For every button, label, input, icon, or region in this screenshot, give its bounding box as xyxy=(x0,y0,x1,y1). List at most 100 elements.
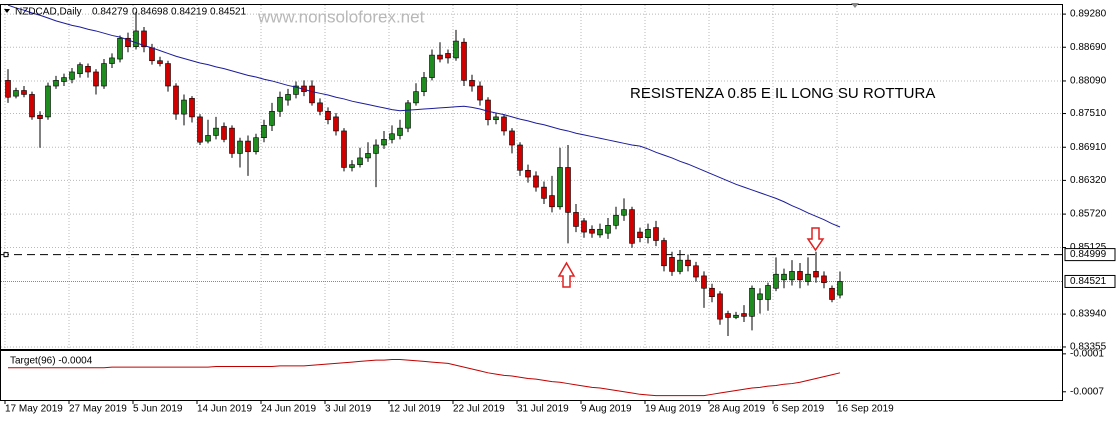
candle-body xyxy=(669,257,675,272)
candle-body xyxy=(541,186,547,199)
candle-body xyxy=(725,313,731,318)
candle-body xyxy=(429,54,435,78)
x-tick-label: 28 Aug 2019 xyxy=(709,404,766,415)
candle-body xyxy=(765,285,771,300)
x-tick-label: 3 Jul 2019 xyxy=(325,404,372,415)
x-tick-label: 12 Jul 2019 xyxy=(389,404,441,415)
y-tick-label: 0.83940 xyxy=(1070,309,1107,320)
y-tick-label: 0.86910 xyxy=(1070,142,1107,153)
candle-body xyxy=(469,80,475,87)
support-arrow xyxy=(557,261,576,288)
candle-body xyxy=(661,240,667,267)
candle-body xyxy=(517,144,523,171)
y-tick-label: 0.85125 xyxy=(1070,242,1107,253)
y-tick-label: 0.87510 xyxy=(1070,108,1107,119)
candle-body xyxy=(501,116,507,132)
candle-body xyxy=(141,30,147,47)
candle-body xyxy=(789,271,795,281)
scroll-marker xyxy=(851,3,859,8)
candle-body xyxy=(629,209,635,244)
x-tick-label: 9 Aug 2019 xyxy=(581,404,632,415)
y-tick-label: 0.85720 xyxy=(1070,209,1107,220)
candle-body xyxy=(69,71,75,80)
x-tick-label: 5 Jun 2019 xyxy=(133,404,183,415)
candle-body xyxy=(757,293,763,300)
candle-body xyxy=(653,227,659,241)
candle-body xyxy=(317,102,323,112)
candle-body xyxy=(197,116,203,143)
y-tick-label: 0.83355 xyxy=(1070,342,1107,353)
candle-body xyxy=(173,85,179,115)
annotation: RESISTENZA 0.85 E IL LONG SU ROTTURA xyxy=(630,85,935,102)
candle-body xyxy=(365,153,371,159)
resistance-arrow xyxy=(806,227,825,252)
candle-body xyxy=(813,271,819,278)
candle-body xyxy=(685,259,691,267)
y-tick-label: 0.86320 xyxy=(1070,175,1107,186)
candle-body xyxy=(389,133,395,140)
marks xyxy=(1,4,1062,397)
resistance-marker xyxy=(3,252,9,258)
resistance-label-box xyxy=(1064,248,1116,262)
x-tick-label: 31 Jul 2019 xyxy=(517,404,569,415)
symbol-label: NZDCAD,Daily xyxy=(15,7,82,18)
candle-body xyxy=(693,265,699,278)
candle-body xyxy=(37,114,43,119)
candle-body xyxy=(29,94,35,118)
candle-body xyxy=(597,228,603,236)
candle-body xyxy=(21,90,27,95)
candle-body xyxy=(829,287,835,300)
candle-body xyxy=(581,220,587,233)
candle-body xyxy=(149,47,155,62)
candle-body xyxy=(437,54,443,60)
candle-body xyxy=(461,41,467,81)
candle-body xyxy=(557,167,563,208)
x-tick-label: 16 Sep 2019 xyxy=(837,404,894,415)
candle-body xyxy=(493,116,499,121)
candle-body xyxy=(613,214,619,226)
candle-body xyxy=(373,144,379,154)
candle-body xyxy=(125,37,131,47)
moving-average xyxy=(7,4,841,228)
candle-body xyxy=(781,273,787,281)
candle-body xyxy=(53,80,59,87)
candle-body xyxy=(213,127,219,136)
candle-body xyxy=(621,209,627,216)
last-price-box xyxy=(1064,274,1116,288)
candle-body xyxy=(237,140,243,154)
candle-body xyxy=(309,85,315,104)
x-tick-label: 14 Jun 2019 xyxy=(197,404,252,415)
candle-body xyxy=(205,135,211,142)
candle-body xyxy=(269,110,275,126)
candle-body xyxy=(605,225,611,234)
candle-body xyxy=(181,99,187,115)
candle-body xyxy=(325,110,331,121)
candle-body xyxy=(421,77,427,92)
candle-body xyxy=(13,90,19,97)
y-tick-label: 0.88690 xyxy=(1070,42,1107,53)
candle-body xyxy=(453,40,459,59)
indicator-tick-label: -0.0007 xyxy=(1070,386,1104,397)
candle-body xyxy=(677,259,683,272)
candle-body xyxy=(573,212,579,227)
candle-body xyxy=(357,157,363,165)
candle-body xyxy=(85,66,91,73)
candle-body xyxy=(293,85,299,95)
candle-body xyxy=(165,63,171,87)
candle-body xyxy=(189,98,195,118)
candle-body xyxy=(93,71,99,87)
candle-body xyxy=(253,137,259,153)
candle-body xyxy=(509,130,515,146)
x-tick-label: 19 Aug 2019 xyxy=(645,404,702,415)
candle-body xyxy=(349,164,355,168)
candle-body xyxy=(133,30,139,47)
candle-body xyxy=(749,287,755,317)
candle-body xyxy=(821,275,827,283)
candle-body xyxy=(445,53,451,59)
candle-body xyxy=(797,271,803,281)
last-price-label: 0.84521 xyxy=(1070,276,1107,287)
candle-body xyxy=(477,85,483,101)
candle-body xyxy=(245,140,251,153)
candle-body xyxy=(637,231,643,238)
